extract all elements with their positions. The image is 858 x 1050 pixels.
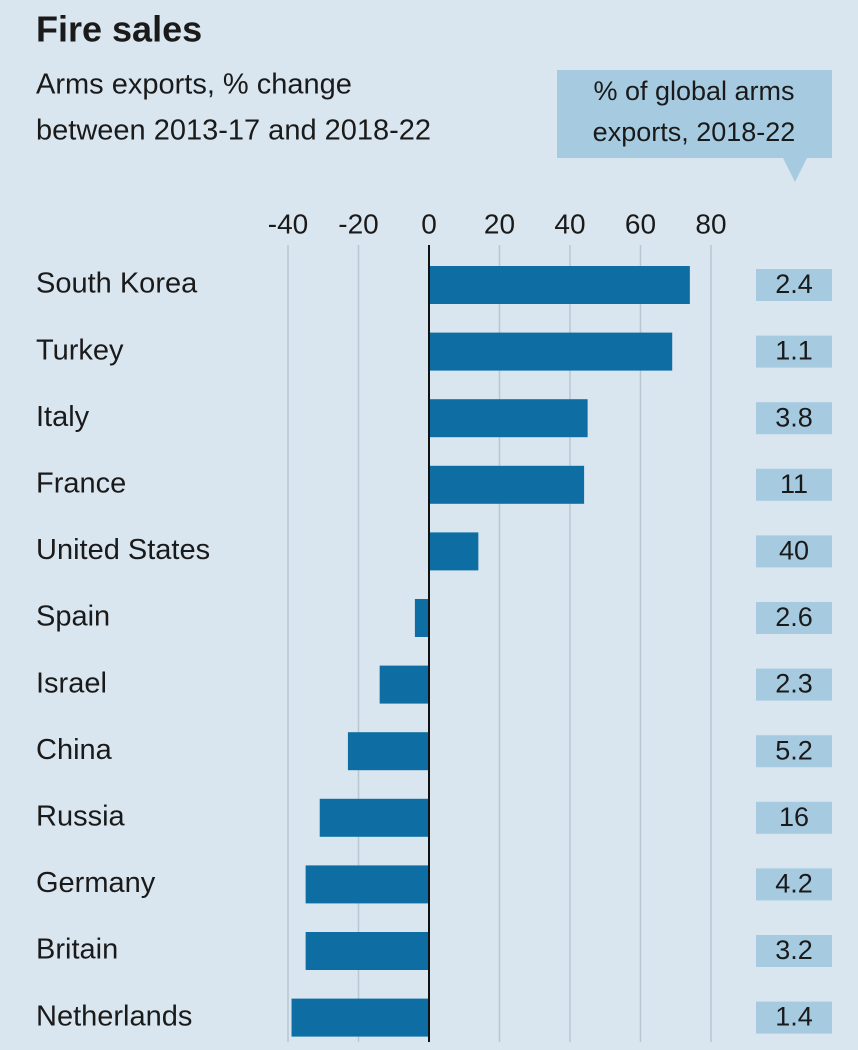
- bar: [291, 998, 429, 1037]
- share-value: 2.4: [775, 269, 813, 299]
- share-box: [756, 801, 832, 834]
- bar: [379, 665, 429, 704]
- bar: [429, 532, 479, 571]
- bar: [305, 932, 429, 970]
- bar: [429, 399, 588, 438]
- bar: [429, 266, 690, 304]
- share-header-text: exports, 2018-22: [593, 117, 796, 147]
- share-value: 3.2: [775, 935, 813, 965]
- share-value: 2.6: [775, 602, 813, 632]
- share-value: 2.3: [775, 669, 813, 699]
- bar: [347, 732, 429, 771]
- y-tick-label: Netherlands: [36, 1000, 192, 1032]
- share-header-text: % of global arms: [593, 76, 794, 106]
- share-value: 40: [779, 536, 809, 566]
- share-value: 3.8: [775, 402, 813, 432]
- y-tick-label: Russia: [36, 800, 126, 832]
- y-tick-label: Italy: [36, 401, 90, 433]
- share-value: 4.2: [775, 869, 813, 899]
- y-tick-label: France: [36, 467, 126, 499]
- x-tick-label: 20: [484, 208, 515, 239]
- y-tick-label: Spain: [36, 601, 110, 633]
- y-tick-label: South Korea: [36, 268, 198, 300]
- share-box: [756, 1001, 832, 1034]
- share-box: [756, 735, 832, 768]
- share-value: 11: [780, 469, 808, 499]
- y-tick-label: Israel: [36, 667, 107, 699]
- y-tick-label: Turkey: [36, 334, 124, 366]
- share-box: [756, 602, 832, 634]
- x-tick-label: 80: [695, 208, 726, 239]
- share-header-box: [557, 70, 832, 158]
- share-box: [756, 335, 832, 368]
- y-tick-label: Germany: [36, 867, 156, 899]
- share-box: [756, 668, 832, 701]
- share-value: 5.2: [775, 735, 813, 765]
- x-tick-label: 40: [554, 208, 585, 239]
- share-value: 1.4: [775, 1002, 813, 1032]
- bar: [319, 798, 429, 837]
- share-box: [756, 868, 832, 901]
- share-box: [756, 402, 832, 435]
- bar: [414, 599, 429, 637]
- share-header-pointer: [783, 158, 807, 182]
- chart-subtitle: between 2013-17 and 2018-22: [36, 115, 431, 147]
- x-tick-label: 0: [421, 208, 437, 239]
- share-value: 1.1: [775, 336, 813, 366]
- chart-subtitle: Arms exports, % change: [36, 69, 352, 101]
- share-box: [756, 269, 832, 301]
- y-tick-label: Britain: [36, 934, 118, 966]
- y-tick-label: China: [36, 734, 113, 766]
- share-value: 16: [779, 802, 809, 832]
- bar: [305, 865, 429, 904]
- share-header: % of global arms exports, 2018-22: [557, 70, 832, 182]
- bar: [429, 332, 673, 371]
- chart-title: Fire sales: [36, 9, 202, 50]
- x-tick-label: -40: [268, 208, 308, 239]
- bar: [429, 465, 585, 504]
- share-box: [756, 468, 832, 501]
- share-box: [756, 535, 832, 568]
- x-tick-label: 60: [625, 208, 656, 239]
- x-tick-label: -20: [338, 208, 378, 239]
- share-box: [756, 935, 832, 967]
- y-tick-label: United States: [36, 534, 210, 566]
